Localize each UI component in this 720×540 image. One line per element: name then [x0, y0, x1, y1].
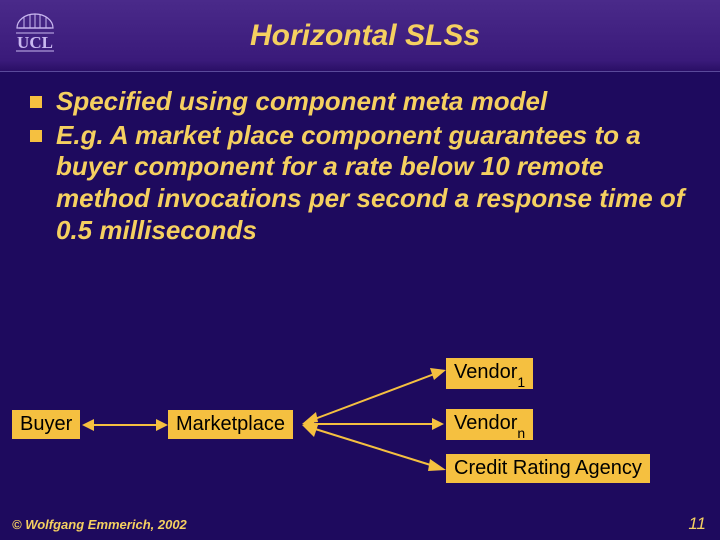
box-label: Credit Rating Agency	[454, 457, 642, 479]
box-label-base: Vendor	[454, 361, 517, 383]
box-label: Marketplace	[176, 413, 285, 435]
copyright-text: © Wolfgang Emmerich, 2002	[12, 517, 187, 532]
box-label: Buyer	[20, 413, 72, 435]
logo-text: UCL	[17, 33, 53, 52]
ucl-logo: UCL	[10, 11, 60, 61]
bullet-text: Specified using component meta model	[56, 86, 547, 118]
box-label-base: Vendor	[454, 412, 517, 434]
bullet-item: Specified using component meta model	[30, 86, 700, 118]
box-vendorn: Vendorn	[446, 409, 533, 440]
box-vendor1: Vendor1	[446, 358, 533, 389]
bullet-list: Specified using component meta model E.g…	[0, 72, 720, 247]
component-diagram: Buyer Marketplace Vendor1 Vendorn Credit…	[0, 340, 720, 500]
bullet-item: E.g. A market place component guarantees…	[30, 120, 700, 247]
slide-title: Horizontal SLSs	[80, 19, 710, 53]
box-label-sub: n	[517, 425, 525, 441]
page-number: 11	[688, 514, 706, 534]
box-credit: Credit Rating Agency	[446, 454, 650, 483]
arrow-head-icon	[82, 419, 94, 431]
box-label-sub: 1	[517, 374, 525, 390]
bullet-marker-icon	[30, 96, 42, 108]
box-marketplace: Marketplace	[168, 410, 293, 439]
bullet-marker-icon	[30, 130, 42, 142]
arrow-diag	[302, 360, 452, 430]
box-buyer: Buyer	[12, 410, 80, 439]
header-bar: UCL Horizontal SLSs	[0, 0, 720, 72]
arrow-diag	[302, 423, 452, 481]
bullet-text: E.g. A market place component guarantees…	[56, 120, 700, 247]
arrow-segment	[92, 424, 160, 426]
arrow-head-icon	[156, 419, 168, 431]
